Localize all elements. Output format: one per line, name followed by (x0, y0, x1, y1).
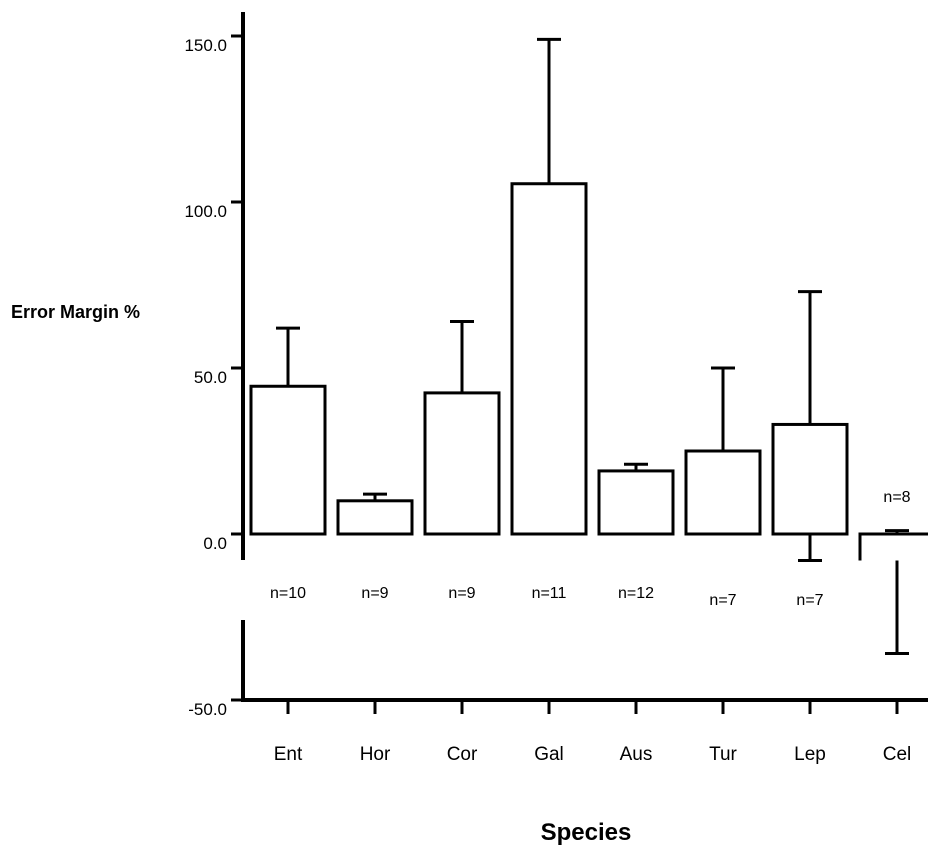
n-label: n=11 (532, 585, 567, 602)
x-tick-label: Ent (274, 744, 303, 765)
bar (684, 449, 762, 536)
y-tick-label: 0.0 (203, 534, 227, 553)
y-tick-label: -50.0 (188, 700, 227, 719)
bar (336, 499, 414, 536)
n-label: n=8 (883, 489, 910, 506)
bars (249, 182, 928, 561)
x-tick-label: Cel (883, 744, 912, 765)
n-label: n=7 (709, 592, 736, 609)
n-label: n=10 (270, 585, 306, 602)
x-tick-label: Lep (794, 744, 826, 765)
bar (423, 391, 501, 536)
bar (771, 422, 849, 536)
x-tick-label: Aus (620, 744, 653, 765)
n-label: n=9 (448, 585, 475, 602)
x-tick-label: Cor (447, 744, 478, 765)
bar (597, 469, 675, 536)
n-label: n=12 (618, 585, 654, 602)
y-tick-label: 150.0 (184, 36, 227, 55)
y-tick-label: 50.0 (194, 368, 227, 387)
bar (249, 384, 327, 536)
y-tick-label: 100.0 (184, 202, 227, 221)
y-axis-title: Error Margin % (11, 302, 140, 322)
y-ticks: 150.0 100.0 50.0 0.0 -50.0 (184, 34, 243, 719)
x-tick-label: Gal (534, 744, 564, 765)
n-labels: n=10 n=9 n=9 n=11 n=12 n=7 n=7 n=8 (270, 489, 911, 609)
x-axis-title: Species (541, 819, 632, 846)
x-tick-label: Hor (360, 744, 391, 765)
x-tick-labels: Ent Hor Cor Gal Aus Tur Lep Cel (274, 744, 912, 765)
y-axis-break (240, 560, 246, 620)
x-tick-label: Tur (709, 744, 737, 765)
bar (510, 182, 588, 536)
bar (858, 532, 928, 561)
error-bars (276, 37, 909, 656)
n-label: n=9 (361, 585, 388, 602)
n-label: n=7 (796, 592, 823, 609)
axes (240, 12, 928, 714)
